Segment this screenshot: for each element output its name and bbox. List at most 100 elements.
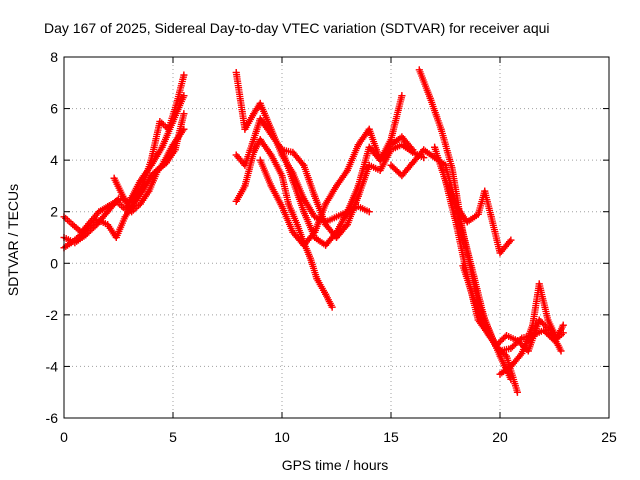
data-point — [343, 166, 351, 174]
data-point — [365, 125, 373, 133]
data-point — [322, 221, 330, 229]
series-plus-markers — [60, 125, 188, 252]
data-point — [398, 92, 406, 100]
data-point — [93, 215, 101, 223]
data-point — [110, 174, 118, 182]
y-tick-label: 6 — [50, 101, 58, 117]
data-point — [343, 221, 351, 229]
data-point — [147, 172, 155, 180]
data-point — [128, 208, 136, 216]
data-point — [343, 208, 351, 216]
data-point — [415, 66, 423, 74]
data-point — [180, 110, 188, 118]
data-point — [119, 192, 127, 200]
data-point — [474, 210, 482, 218]
data-point — [376, 166, 384, 174]
data-point — [513, 388, 521, 396]
data-point — [145, 187, 153, 195]
data-point — [256, 136, 264, 144]
data-point — [154, 166, 162, 174]
data-point — [409, 146, 417, 154]
data-point — [459, 262, 467, 270]
data-point — [136, 177, 144, 185]
y-tick-label: 4 — [50, 152, 58, 168]
data-point — [267, 182, 275, 190]
series-plus-markers — [415, 66, 521, 396]
data-point — [513, 337, 521, 345]
data-point — [503, 331, 511, 339]
data-point — [559, 321, 567, 329]
data-series-trace-15 — [496, 280, 567, 378]
data-point — [452, 203, 460, 211]
data-point — [104, 208, 112, 216]
x-tick-label: 20 — [492, 429, 508, 445]
data-point — [69, 221, 77, 229]
data-point — [104, 221, 112, 229]
y-axis-title: SDTVAR / TECUs — [5, 184, 21, 296]
data-point — [232, 68, 240, 76]
data-point — [232, 197, 240, 205]
data-point — [431, 143, 439, 151]
chart-title: Day 167 of 2025, Sidereal Day-to-day VTE… — [44, 20, 550, 36]
data-point — [459, 228, 467, 236]
data-point — [470, 272, 478, 280]
data-point — [442, 161, 449, 169]
data-point — [162, 159, 170, 167]
data-point — [158, 143, 166, 151]
data-point — [121, 213, 129, 221]
data-point — [420, 154, 428, 162]
data-point — [322, 200, 330, 208]
data-point — [147, 161, 155, 169]
data-point — [311, 228, 319, 236]
data-point — [278, 172, 286, 180]
data-point — [138, 187, 146, 195]
data-point — [496, 370, 504, 378]
data-point — [333, 234, 340, 241]
data-point — [278, 146, 286, 154]
data-point — [300, 208, 308, 216]
data-series-trace-6 — [232, 92, 406, 249]
data-point — [557, 347, 565, 355]
data-point — [553, 334, 561, 342]
data-series-trace-8 — [278, 141, 428, 241]
data-point — [354, 141, 362, 149]
data-point — [481, 187, 489, 195]
data-point — [322, 241, 330, 249]
data-series-trace-4 — [110, 110, 188, 216]
data-point — [535, 316, 543, 324]
data-point — [267, 151, 275, 159]
data-point — [398, 172, 406, 180]
data-series-trace-3 — [60, 125, 188, 252]
x-tick-label: 0 — [60, 429, 68, 445]
data-point — [518, 350, 526, 358]
data-series-trace-7 — [232, 136, 336, 311]
data-point — [250, 110, 258, 118]
data-point — [365, 161, 373, 169]
data-point — [232, 151, 240, 159]
data-point — [398, 141, 406, 149]
data-point — [130, 200, 138, 208]
data-point — [71, 236, 79, 244]
grid-lines — [64, 57, 609, 418]
data-point — [169, 117, 177, 125]
data-point — [354, 192, 362, 200]
data-point — [365, 208, 373, 216]
data-point — [112, 234, 120, 241]
x-axis-title: GPS time / hours — [282, 457, 389, 473]
data-point — [544, 316, 552, 324]
data-point — [136, 200, 144, 208]
data-point — [95, 208, 103, 216]
y-tick-label: -4 — [46, 358, 59, 374]
y-tick-label: -2 — [46, 307, 59, 323]
data-point — [487, 213, 495, 221]
data-point — [156, 117, 164, 125]
data-point — [256, 115, 264, 123]
data-point — [250, 136, 258, 144]
data-point — [285, 200, 293, 208]
data-point — [535, 280, 543, 288]
data-point — [82, 226, 90, 234]
data-point — [300, 241, 308, 249]
data-point — [437, 125, 445, 133]
data-point — [442, 177, 449, 185]
